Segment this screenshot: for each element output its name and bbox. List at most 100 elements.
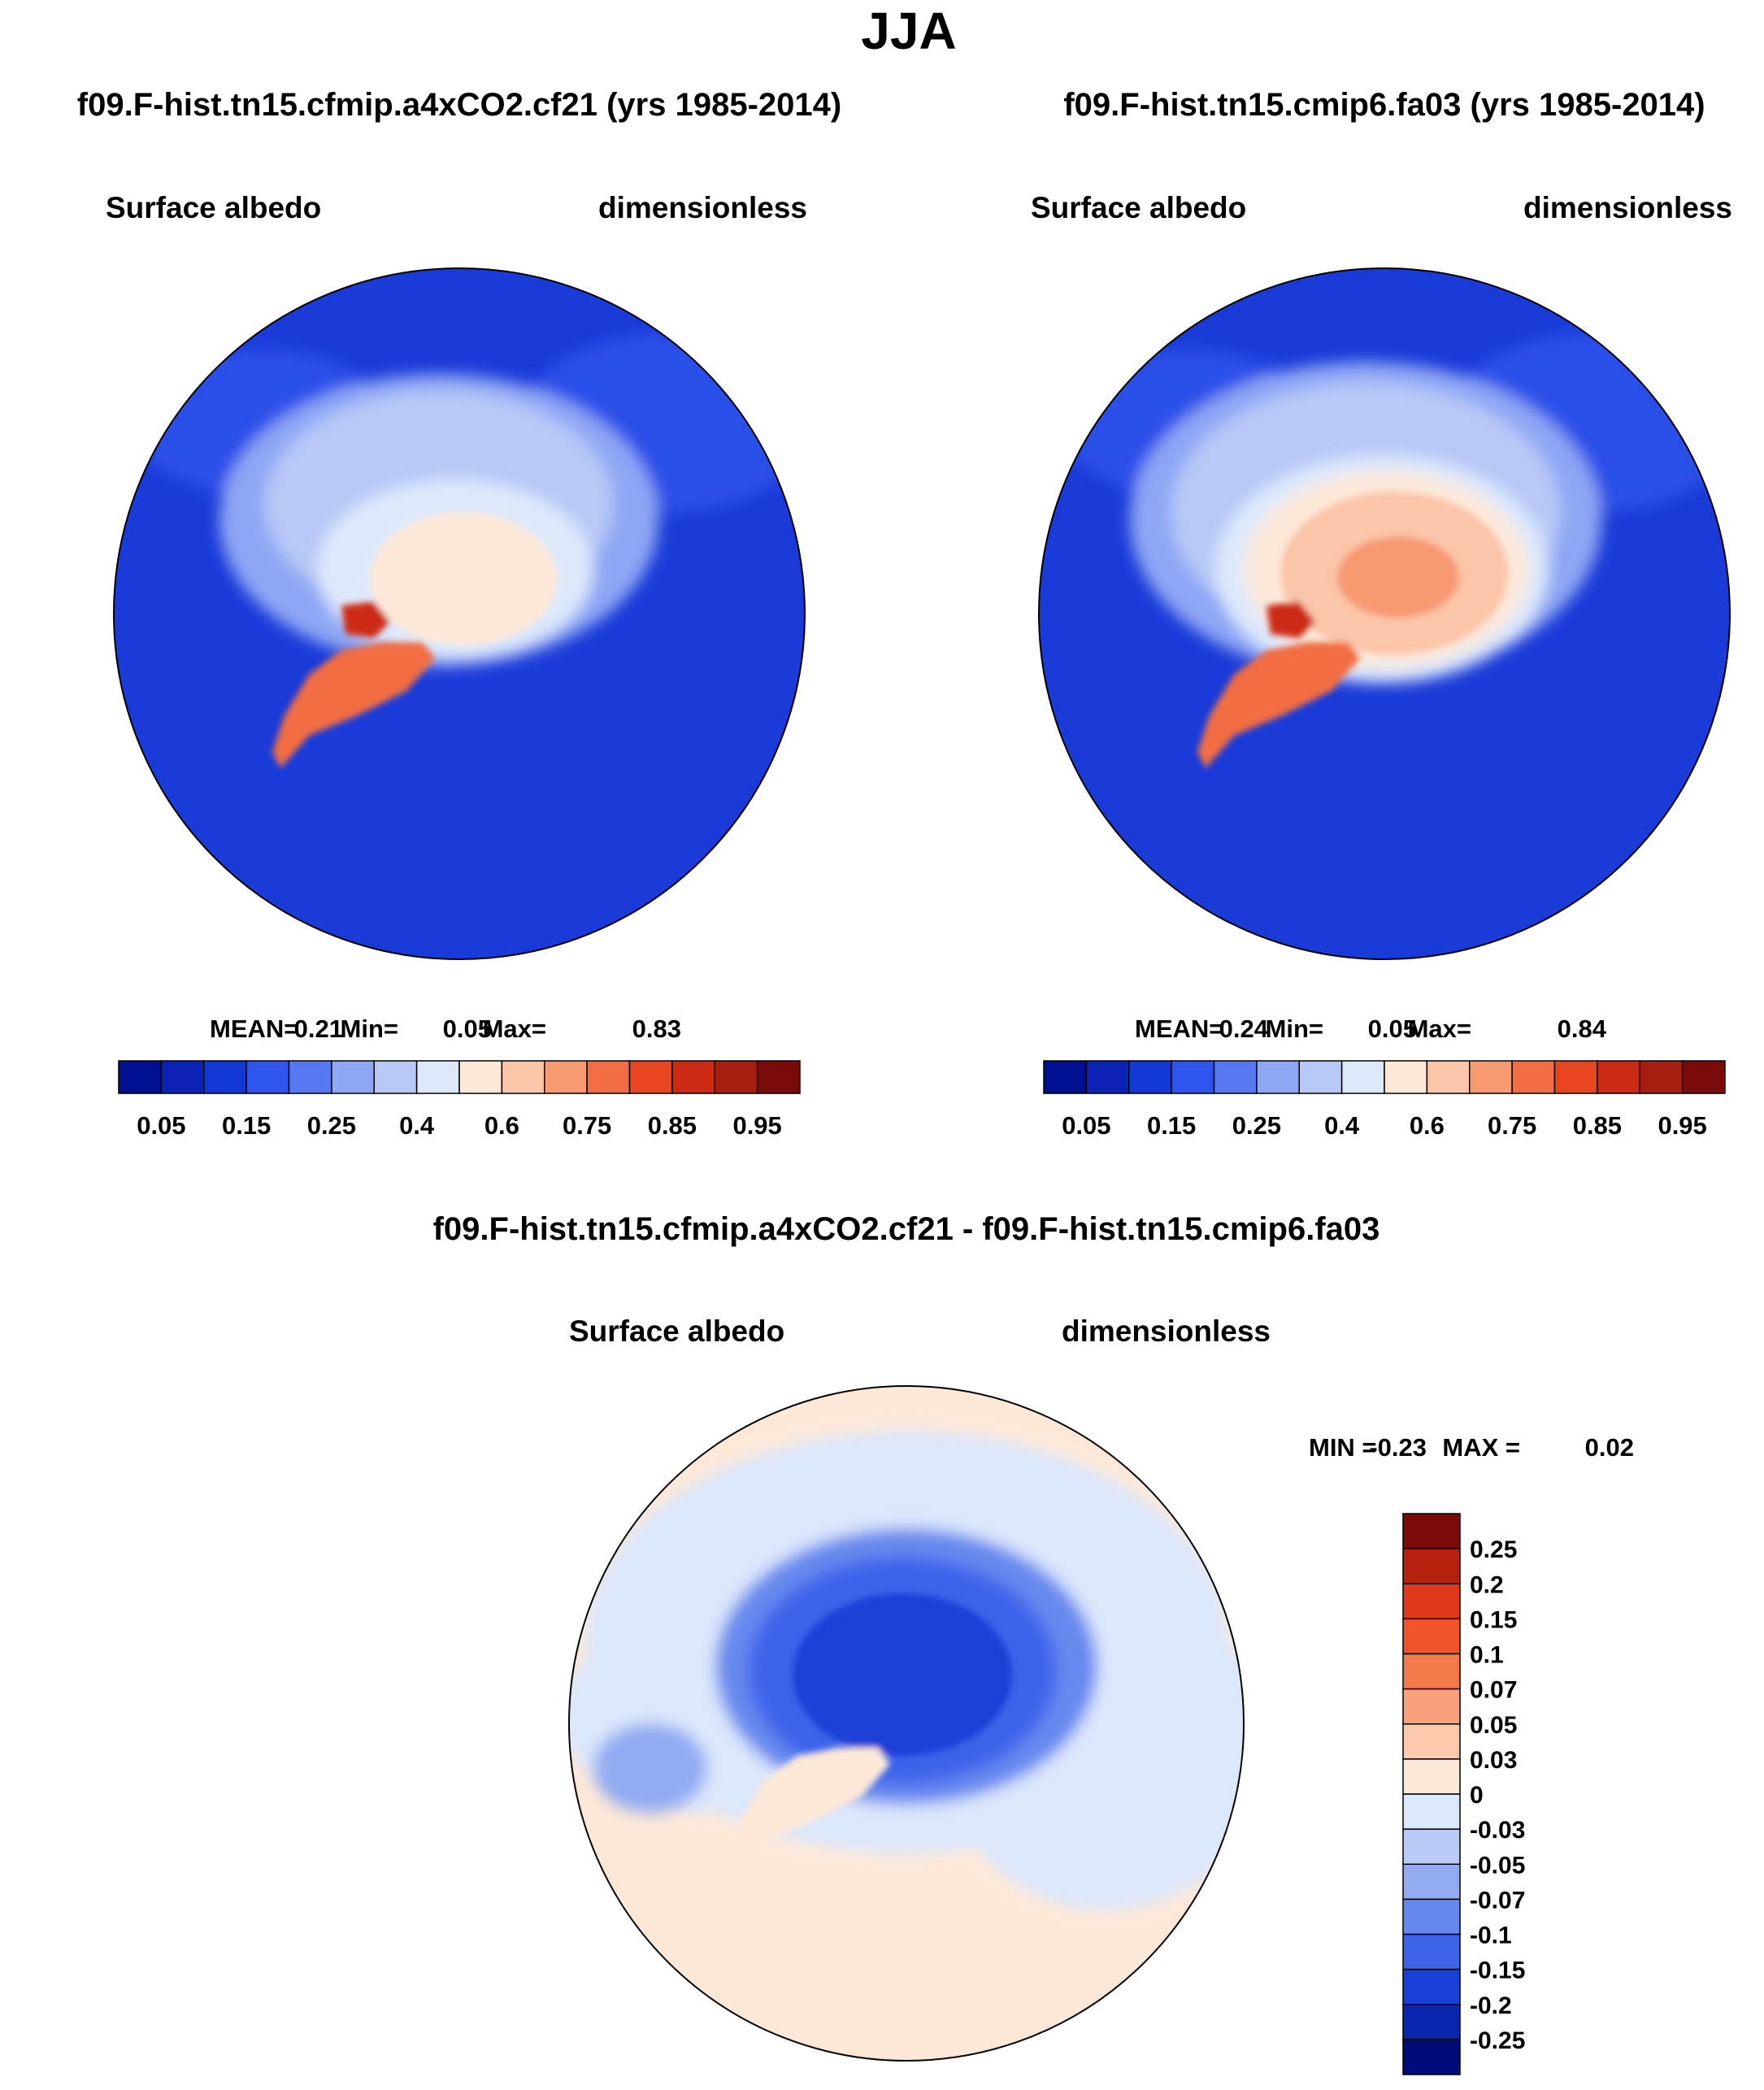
mean-value: 0.24 [1219,1015,1269,1043]
svalbard-ice [1267,602,1315,638]
panel-right-title: f09.F-hist.tn15.cmip6.fa03 (yrs 1985-201… [1063,87,1705,123]
colorbar-tick-label: 0.75 [1488,1111,1536,1140]
colorbar-swatch [1426,1060,1471,1094]
colorbar-swatch [1402,1723,1461,1760]
max-label: Max= [483,1015,546,1043]
min-label: MIN = [1309,1433,1377,1462]
colorbar-swatch [1639,1060,1684,1094]
colorbar-swatch [1511,1060,1556,1094]
colorbar-swatch [1213,1060,1258,1094]
panel-right-variable: Surface albedo [1031,191,1246,224]
panel-diff-stats: MIN = -0.23 MAX = 0.02 [1309,1433,1634,1462]
colorbar-swatch [1402,1583,1461,1620]
max-value: 0.83 [632,1015,681,1043]
colorbar-tick-label: -0.05 [1470,1852,1525,1879]
colorbar-tick-label: 0.4 [1324,1111,1360,1140]
colorbar-tick-label: 0.2 [1470,1571,1504,1598]
colorbar-swatch [1298,1060,1343,1094]
colorbar-swatch [288,1060,332,1094]
colorbar-swatch [1402,1653,1461,1690]
panel-left-stats: MEAN= 0.21 Min= 0.05 Max= 0.83 [210,1015,681,1043]
colorbar-swatch [1402,1968,1461,2005]
colorbar-swatch [1384,1060,1428,1094]
colorbar-tick-label: 0.85 [648,1111,697,1140]
colorbar-swatch [1171,1060,1215,1094]
panel-right-units: dimensionless [1523,191,1732,224]
min-label: Min= [341,1015,398,1043]
panel-diff-variable: Surface albedo [569,1314,784,1348]
colorbar-swatch [1256,1060,1300,1094]
colorbar-swatch [160,1060,205,1094]
greenland-sheet [1197,642,1360,768]
min-value: 0.05 [1368,1015,1417,1043]
colorbar-swatch [671,1060,715,1094]
panel-left-map [113,267,806,960]
panel-left: f09.F-hist.tn15.cfmip.a4xCO2.cf21 (yrs 1… [77,87,841,1140]
colorbar-swatch [1402,1863,1461,1901]
colorbar-swatch [544,1060,588,1094]
min-value: 0.05 [443,1015,492,1043]
mean-label: MEAN= [1135,1015,1223,1043]
colorbar-tick-label: 0.15 [1147,1111,1196,1140]
map-border [568,1385,1245,2062]
colorbar-tick-label: 0.95 [1658,1111,1706,1140]
mean-label: MEAN= [210,1015,298,1043]
colorbar-swatch [756,1060,801,1094]
colorbar-tick-label: -0.07 [1470,1887,1525,1914]
svalbard-ice [341,602,390,638]
colorbar-swatch [458,1060,503,1094]
colorbar-swatch [245,1060,290,1094]
colorbar-swatch [1402,1758,1461,1795]
panel-right-colorbar: 0.05 0.15 0.25 0.4 0.6 0.75 0.85 0.95 [1043,1060,1726,1140]
colorbar-tick-label: 0.75 [563,1111,611,1140]
colorbar-tick-label: -0.25 [1470,2027,1525,2054]
colorbar-swatch [501,1060,545,1094]
colorbar-swatch [373,1060,418,1094]
colorbar-swatch [1402,1513,1461,1549]
figure-title: JJA [861,2,956,60]
colorbar-tick-label: 0.25 [307,1111,356,1140]
colorbar-swatch [1402,1618,1461,1655]
colorbar-swatch [1043,1060,1088,1094]
colorbar-swatch [1597,1060,1640,1094]
colorbar-swatch [1402,1548,1461,1584]
panel-diff-map [568,1385,1245,2062]
colorbar-swatch [1402,1933,1461,1971]
central-ice-core [1337,537,1459,618]
panel-diff: f09.F-hist.tn15.cfmip.a4xCO2.cf21 - f09.… [433,1211,1634,2075]
colorbar-tick-label: 0.6 [484,1111,519,1140]
greenland-sheet [728,1748,890,1874]
central-ice [793,1593,1012,1756]
panel-left-variable: Surface albedo [106,191,321,224]
colorbar-swatch [203,1060,247,1094]
map-border [1038,267,1731,960]
colorbar-swatch [1402,1828,1461,1865]
panel-left-units: dimensionless [598,191,807,224]
colorbar-swatch [1340,1060,1385,1094]
central-ice [370,512,557,645]
max-label: Max= [1408,1015,1471,1043]
colorbar-tick-label: 0.15 [222,1111,271,1140]
colorbar-tick-label: 0.25 [1232,1111,1281,1140]
hudson-bay [593,1723,707,1813]
colorbar-swatch [118,1060,163,1094]
colorbar-tick-label: -0.03 [1470,1817,1525,1844]
colorbar-tick-label: 0.4 [399,1111,435,1140]
colorbar-swatch [1402,1688,1461,1725]
colorbar-tick-label: 0.85 [1573,1111,1622,1140]
colorbar-tick-label: -0.2 [1470,1992,1512,2019]
colorbar-swatch [1402,1793,1461,1830]
colorbar-tick-label: 0 [1470,1782,1484,1809]
panel-left-title: f09.F-hist.tn15.cfmip.a4xCO2.cf21 (yrs 1… [77,87,841,123]
colorbar-tick-label: -0.1 [1470,1923,1512,1949]
mean-value: 0.21 [294,1015,343,1043]
max-value: 0.84 [1558,1015,1607,1043]
colorbar-swatch [331,1060,375,1094]
colorbar-swatch [1469,1060,1513,1094]
colorbar-swatch [1681,1060,1726,1094]
colorbar-swatch [714,1060,758,1094]
colorbar-tick-label: 0.07 [1470,1677,1517,1704]
min-value: -0.23 [1369,1433,1427,1462]
colorbar-tick-label: 0.6 [1410,1111,1445,1140]
